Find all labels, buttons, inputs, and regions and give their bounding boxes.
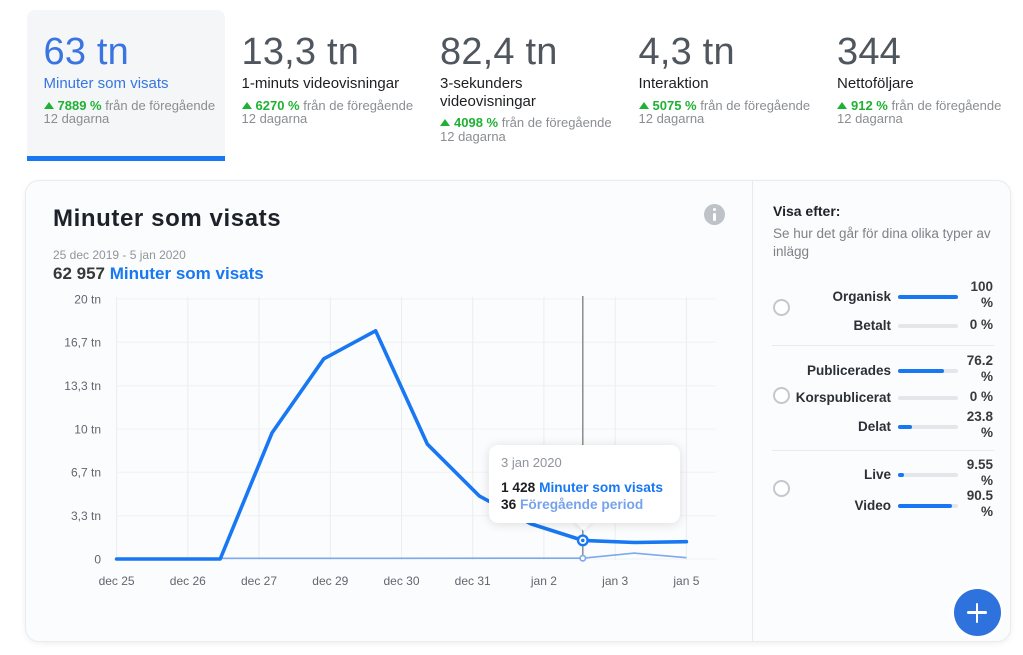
svg-text:dec 30: dec 30 xyxy=(383,574,419,588)
svg-text:dec 31: dec 31 xyxy=(455,574,491,588)
svg-text:13,3 tn: 13,3 tn xyxy=(64,379,101,393)
svg-text:dec 29: dec 29 xyxy=(312,574,348,588)
svg-text:dec 25: dec 25 xyxy=(99,574,135,588)
svg-text:3,3 tn: 3,3 tn xyxy=(71,509,101,523)
svg-text:6,7 tn: 6,7 tn xyxy=(71,466,101,480)
svg-text:dec 27: dec 27 xyxy=(241,574,277,588)
svg-text:jan 5: jan 5 xyxy=(672,574,699,588)
svg-text:jan 2: jan 2 xyxy=(530,574,557,588)
svg-text:0: 0 xyxy=(94,552,101,566)
svg-text:10 tn: 10 tn xyxy=(74,422,101,436)
svg-text:16,7 tn: 16,7 tn xyxy=(64,336,101,350)
svg-text:jan 3: jan 3 xyxy=(601,574,628,588)
svg-text:20 tn: 20 tn xyxy=(74,292,101,306)
svg-text:dec 26: dec 26 xyxy=(170,574,206,588)
